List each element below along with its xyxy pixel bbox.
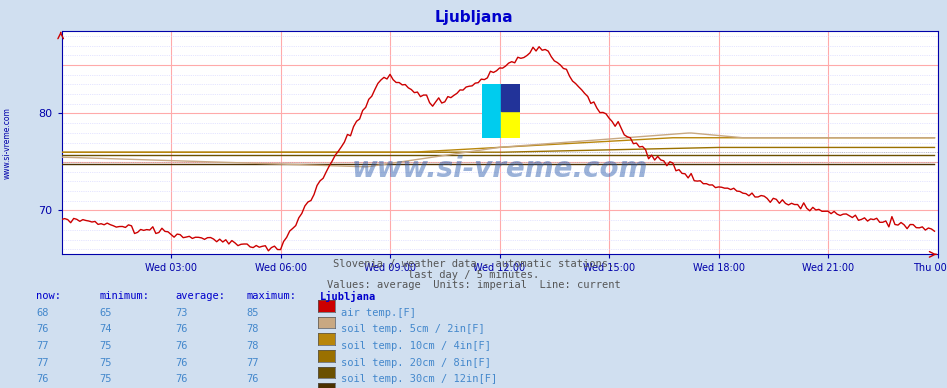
Text: 68: 68 (36, 308, 48, 318)
Text: 76: 76 (36, 324, 48, 334)
Text: 78: 78 (246, 341, 259, 351)
Polygon shape (501, 111, 520, 138)
Text: 76: 76 (175, 358, 188, 368)
Text: average:: average: (175, 291, 225, 301)
Text: soil temp. 10cm / 4in[F]: soil temp. 10cm / 4in[F] (341, 341, 491, 351)
Text: Ljubljana: Ljubljana (434, 10, 513, 25)
Text: minimum:: minimum: (99, 291, 150, 301)
Text: 85: 85 (246, 308, 259, 318)
Text: 77: 77 (36, 341, 48, 351)
Text: Slovenia / weather data - automatic stations.: Slovenia / weather data - automatic stat… (333, 259, 614, 269)
Text: 75: 75 (99, 341, 112, 351)
Text: Values: average  Units: imperial  Line: current: Values: average Units: imperial Line: cu… (327, 280, 620, 290)
Text: 65: 65 (99, 308, 112, 318)
Polygon shape (482, 84, 501, 138)
Text: 76: 76 (36, 374, 48, 385)
Text: 78: 78 (246, 324, 259, 334)
Text: soil temp. 5cm / 2in[F]: soil temp. 5cm / 2in[F] (341, 324, 485, 334)
Text: www.si-vreme.com: www.si-vreme.com (3, 107, 12, 178)
Text: 76: 76 (175, 374, 188, 385)
Text: 75: 75 (99, 358, 112, 368)
Text: last day / 5 minutes.: last day / 5 minutes. (408, 270, 539, 280)
Text: Ljubljana: Ljubljana (320, 291, 376, 302)
Text: soil temp. 20cm / 8in[F]: soil temp. 20cm / 8in[F] (341, 358, 491, 368)
Text: 73: 73 (175, 308, 188, 318)
Polygon shape (501, 84, 520, 111)
Text: now:: now: (36, 291, 61, 301)
Text: 77: 77 (36, 358, 48, 368)
Text: 75: 75 (99, 374, 112, 385)
Text: 76: 76 (246, 374, 259, 385)
Text: 74: 74 (99, 324, 112, 334)
Text: air temp.[F]: air temp.[F] (341, 308, 416, 318)
Text: 77: 77 (246, 358, 259, 368)
Text: 76: 76 (175, 324, 188, 334)
Text: maximum:: maximum: (246, 291, 296, 301)
Text: soil temp. 30cm / 12in[F]: soil temp. 30cm / 12in[F] (341, 374, 497, 385)
Text: 76: 76 (175, 341, 188, 351)
Text: www.si-vreme.com: www.si-vreme.com (351, 155, 648, 184)
